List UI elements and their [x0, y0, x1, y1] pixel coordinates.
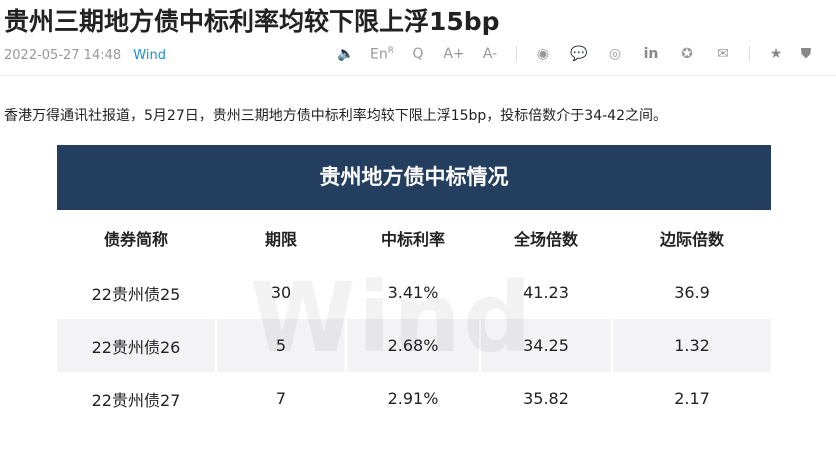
table-header-row: 债券简称 期限 中标利率 全场倍数 边际倍数	[57, 210, 771, 266]
table-cell: 22贵州债26	[57, 319, 215, 372]
header-cell: 债券简称	[103, 230, 168, 249]
toolbar: 🔈 EnR Q A+ A- ◉ 💬 ◎ in ✪ ✉ ★ ⛊	[328, 46, 818, 63]
table-title: 贵州地方债中标情况	[57, 145, 771, 210]
divider	[516, 46, 517, 63]
table-cell: 36.9	[674, 283, 710, 302]
english-sup: R	[387, 46, 394, 56]
table-cell: 7	[275, 389, 287, 408]
speaker-icon[interactable]: 🔈	[337, 46, 355, 63]
table-cell: 2.68%	[347, 319, 479, 372]
weibo-icon[interactable]: ◎	[608, 46, 622, 63]
table-cell: 22贵州债27	[91, 390, 181, 410]
table-cell: 5	[217, 319, 345, 372]
header-cell: 期限	[264, 230, 297, 249]
divider	[749, 46, 750, 63]
table-cell: 2.91%	[387, 389, 439, 408]
header-cell: 全场倍数	[513, 230, 578, 249]
header-cell: 边际倍数	[659, 230, 724, 249]
mail-icon[interactable]: ✉	[717, 46, 729, 63]
table-row: 22贵州债26 5 2.68% 34.25 1.32	[57, 319, 771, 372]
header-cell: 中标利率	[380, 230, 445, 249]
wechat-icon[interactable]: 💬	[570, 46, 588, 63]
bond-table: 贵州地方债中标情况 债券简称 期限 中标利率 全场倍数 边际倍数 22贵州债25…	[57, 145, 771, 425]
article-lead: 香港万得通讯社报道，5月27日，贵州三期地方债中标利率均较下限上浮15bp，投标…	[4, 108, 667, 124]
font-increase-button[interactable]: A+	[443, 46, 465, 63]
share-broadcast-icon[interactable]: ◉	[536, 46, 550, 63]
table-cell: 30	[270, 283, 292, 302]
table-cell: 41.23	[523, 283, 569, 302]
english-button[interactable]: EnR	[364, 46, 400, 63]
linkedin-icon[interactable]: in	[643, 46, 659, 63]
english-label: En	[370, 46, 388, 63]
publish-time: 2022-05-27 14:48	[4, 48, 122, 63]
shield-icon[interactable]: ⛊	[800, 46, 812, 63]
table-cell: 22贵州债25	[91, 284, 181, 304]
divider	[0, 75, 836, 76]
font-decrease-button[interactable]: A-	[482, 46, 498, 63]
table-row: 22贵州债25 30 3.41% 41.23 36.9	[57, 266, 771, 319]
table-cell: 35.82	[523, 389, 569, 408]
search-icon[interactable]: Q	[412, 46, 424, 63]
table-row: 22贵州债27 7 2.91% 35.82 2.17	[57, 372, 771, 425]
source-link[interactable]: Wind	[133, 48, 166, 63]
table-cell: 1.32	[613, 319, 771, 372]
table-cell: 2.17	[674, 389, 710, 408]
article-meta: 2022-05-27 14:48 Wind	[4, 48, 166, 63]
table-cell: 3.41%	[387, 283, 439, 302]
table-cell: 34.25	[481, 319, 611, 372]
article-title: 贵州三期地方债中标利率均较下限上浮15bp	[4, 7, 500, 36]
favorite-star-icon[interactable]: ★	[769, 46, 783, 63]
share-star-icon[interactable]: ✪	[681, 46, 693, 63]
